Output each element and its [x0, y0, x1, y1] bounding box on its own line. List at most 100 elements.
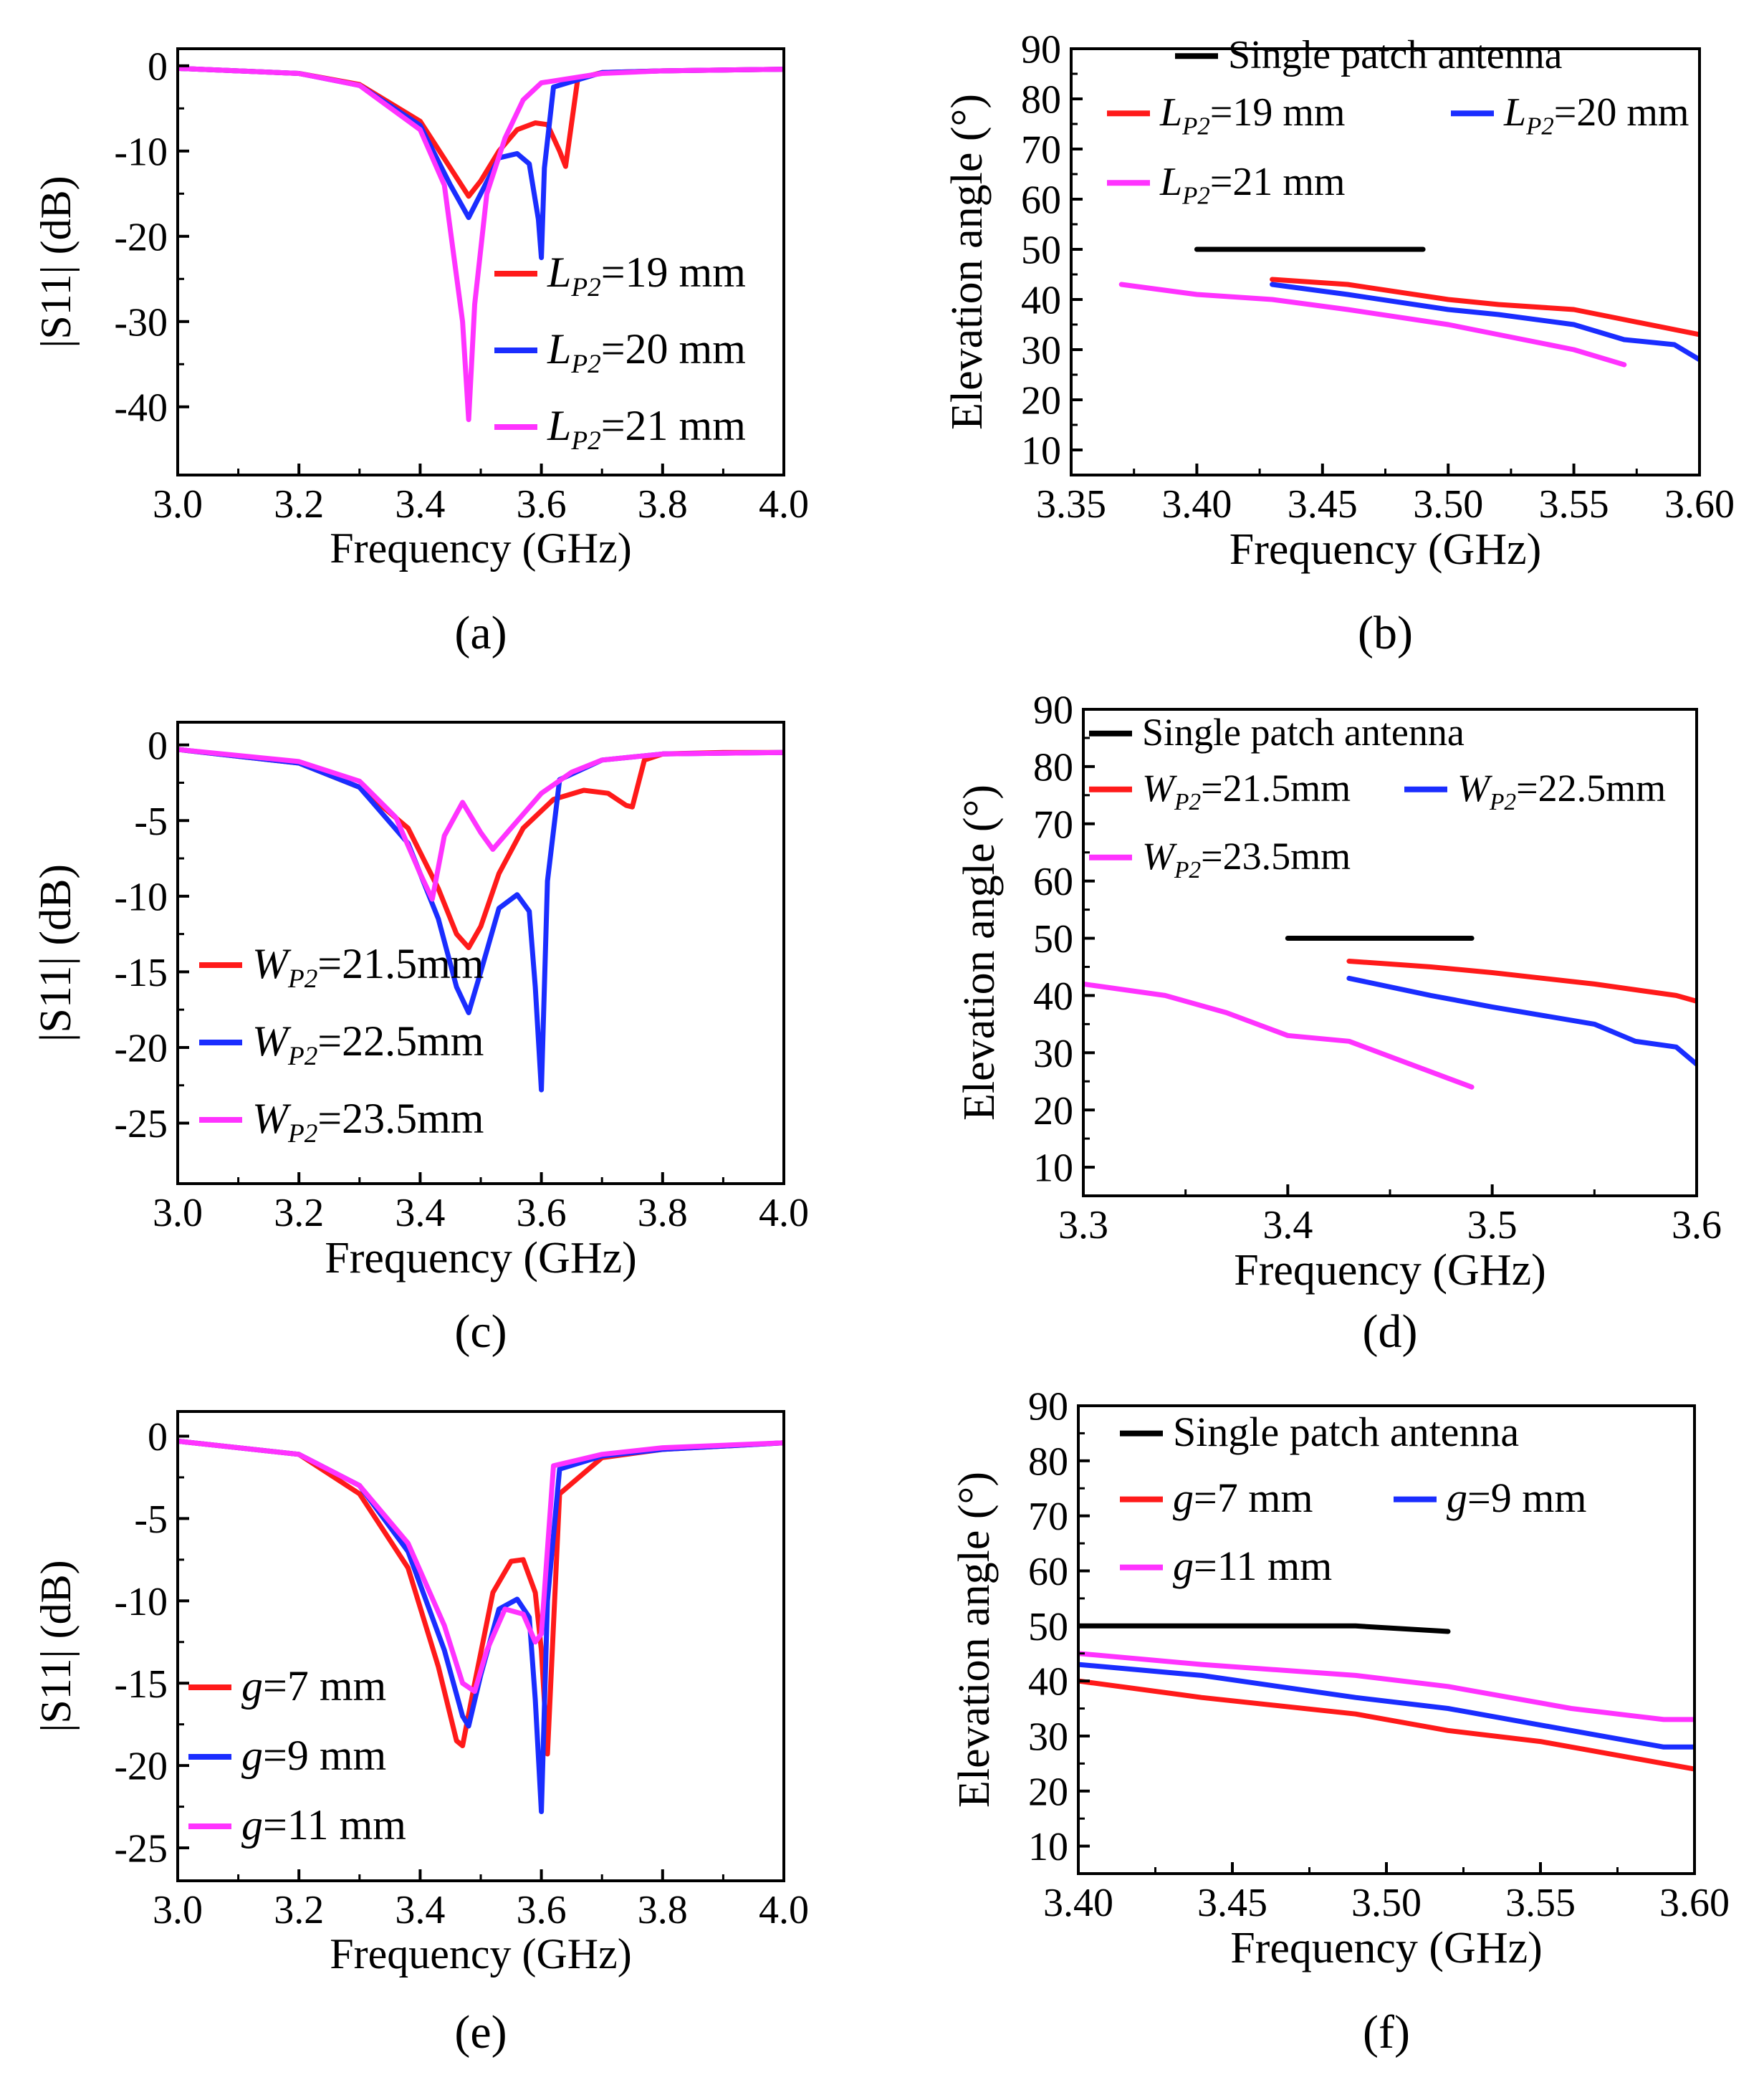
- x-tick-label: 3.2: [274, 1888, 324, 1932]
- legend-var: W: [1142, 835, 1178, 878]
- y-tick-label: 0: [148, 724, 168, 768]
- series-line-3: [178, 65, 784, 423]
- x-tick-label: 3.4: [395, 1888, 445, 1932]
- y-tick-label: -20: [114, 1745, 168, 1789]
- legend-label: WP2=21.5mm: [252, 940, 484, 994]
- legend-var: W: [1142, 767, 1178, 810]
- y-tick-label: -5: [134, 800, 168, 844]
- legend-subscript: P2: [1525, 112, 1554, 140]
- legend-label: LP2=19 mm: [547, 249, 746, 302]
- y-tick-label: 60: [1021, 178, 1061, 223]
- y-tick-label: 40: [1021, 279, 1061, 323]
- x-tick-label: 3.4: [1262, 1203, 1313, 1247]
- x-axis-label: Frequency (GHz): [330, 1930, 632, 1978]
- series-line-4: [1118, 282, 1627, 368]
- series-line-1: [1078, 1623, 1451, 1634]
- y-tick-label: 90: [1028, 1385, 1068, 1429]
- legend-subscript: P2: [287, 1042, 317, 1071]
- y-tick-label: 80: [1021, 78, 1061, 123]
- legend-text: =20 mm: [601, 325, 746, 373]
- x-tick-label: 3.55: [1505, 1881, 1576, 1925]
- legend-var: L: [547, 325, 571, 373]
- y-tick-label: -15: [114, 1662, 168, 1707]
- x-tick-label: 3.2: [274, 482, 324, 527]
- legend-var: L: [547, 249, 571, 296]
- legend-var: g: [241, 1801, 263, 1849]
- panel-caption: (e): [454, 2006, 507, 2058]
- y-tick-label: -25: [114, 1827, 168, 1871]
- x-axis-label: Frequency (GHz): [330, 524, 632, 572]
- y-tick-label: 20: [1021, 379, 1061, 423]
- legend-subscript: P2: [570, 426, 600, 456]
- series-line-3: [1270, 282, 1700, 363]
- legend-label: LP2=19 mm: [1159, 90, 1345, 140]
- x-tick-label: 3.40: [1043, 1881, 1113, 1925]
- series-line-2: [178, 1438, 784, 1814]
- legend-subscript: P2: [570, 273, 600, 302]
- series-line-2: [1270, 277, 1700, 337]
- legend-label: g=11 mm: [241, 1801, 406, 1849]
- legend-var: L: [1503, 90, 1526, 135]
- x-axis-label: Frequency (GHz): [1230, 1924, 1543, 1972]
- legend-var: W: [252, 940, 292, 987]
- x-axis-label: Frequency (GHz): [1234, 1246, 1546, 1295]
- y-tick-label: 70: [1033, 802, 1073, 847]
- x-tick-label: 3.2: [274, 1191, 324, 1235]
- series-line-4: [1083, 981, 1475, 1090]
- y-tick-label: -40: [114, 385, 168, 430]
- y-tick-label: 20: [1033, 1089, 1073, 1133]
- legend-label: g=9 mm: [1447, 1475, 1586, 1521]
- x-tick-label: 3.35: [1036, 482, 1106, 527]
- legend-var: g: [1173, 1543, 1194, 1589]
- legend-var: L: [1159, 160, 1182, 204]
- legend: g=7 mmg=9 mmg=11 mm: [188, 1662, 406, 1849]
- y-tick-label: -10: [114, 1580, 168, 1624]
- legend-label: LP2=21 mm: [1159, 160, 1345, 209]
- legend-label: WP2=21.5mm: [1142, 767, 1351, 815]
- chart-panel-f: 3.40 3.45 3.50 3.55 3.60 10 20 30 40 50 60 70 80 90 Fr…: [950, 1385, 1730, 2058]
- legend-subscript: P2: [287, 1119, 317, 1149]
- panel-caption: (b): [1358, 607, 1413, 659]
- series-line-3: [178, 1438, 784, 1694]
- x-tick-label: 3.60: [1664, 482, 1735, 527]
- y-tick-label: 10: [1021, 429, 1061, 474]
- x-tick-label: 3.45: [1288, 482, 1358, 527]
- legend-label: WP2=22.5mm: [1457, 767, 1666, 815]
- y-tick-label: -15: [114, 951, 168, 995]
- legend-var: L: [547, 402, 571, 449]
- legend-var: g: [241, 1662, 263, 1710]
- legend-label: Single patch antenna: [1142, 711, 1465, 754]
- axes-frame: [1077, 1404, 1696, 1875]
- legend-subscript: P2: [1174, 857, 1201, 883]
- legend-text: =21.5mm: [1201, 767, 1351, 810]
- panel-caption: (d): [1363, 1305, 1418, 1358]
- series-line-3: [1346, 975, 1697, 1067]
- y-tick-label: 10: [1033, 1146, 1073, 1191]
- legend-var: W: [1457, 767, 1493, 810]
- panel-caption: (a): [454, 607, 507, 659]
- legend-text: Single patch antenna: [1228, 33, 1563, 77]
- y-tick-label: 50: [1033, 917, 1073, 962]
- y-tick-label: 20: [1028, 1770, 1068, 1814]
- x-tick-label: 3.4: [395, 482, 445, 527]
- x-tick-label: 3.40: [1161, 482, 1232, 527]
- y-tick-label: -5: [134, 1497, 168, 1542]
- chart-panel-c: 3.0 3.2 3.4 3.6 3.8 4.0 0 -5 -10 -15 -20 -25 Frequen…: [32, 721, 809, 1358]
- x-tick-label: 3.3: [1058, 1203, 1108, 1247]
- legend-var: g: [1447, 1475, 1467, 1521]
- series-line-2: [1346, 959, 1697, 1004]
- y-tick-label: 70: [1028, 1495, 1068, 1539]
- y-tick-label: 50: [1028, 1605, 1068, 1649]
- y-axis-label: Elevation angle (°): [943, 94, 992, 430]
- legend-text: =19 mm: [601, 249, 746, 296]
- legend-subscript: P2: [287, 964, 317, 994]
- y-tick-label: 90: [1021, 28, 1061, 72]
- panel-caption: (f): [1363, 2006, 1410, 2058]
- legend-text: =11 mm: [1194, 1543, 1332, 1589]
- x-tick-label: 3.50: [1413, 482, 1483, 527]
- y-axis-label: Elevation angle (°): [955, 785, 1004, 1121]
- legend-subscript: P2: [1181, 181, 1210, 209]
- series-line-1: [178, 747, 784, 951]
